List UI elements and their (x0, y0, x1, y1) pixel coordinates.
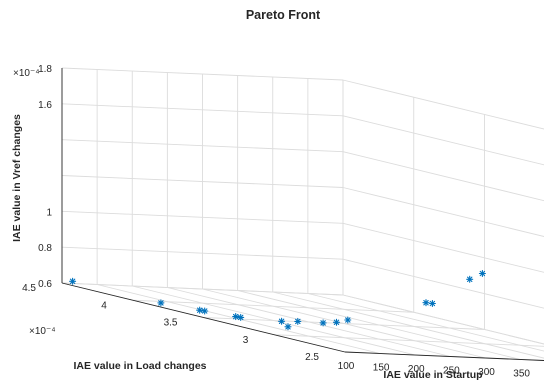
data-point (344, 316, 352, 324)
z-axis-label: IAE value in Vref changes (11, 114, 23, 242)
data-point (428, 299, 436, 308)
side-wall-grid-z (342, 79, 544, 130)
data-point (319, 319, 327, 327)
y-tick-label: 4.5 (22, 283, 36, 294)
data-point (237, 313, 245, 321)
side-wall-grid-z (342, 151, 544, 202)
back-wall-grid-z (61, 175, 344, 188)
side-wall-grid-z (342, 258, 544, 309)
data-point (284, 323, 292, 331)
y-tick-label: 2.5 (305, 352, 319, 363)
side-wall-grid-z (342, 115, 544, 166)
data-point (196, 306, 204, 314)
data-point (232, 313, 240, 321)
floor-grid-y (132, 299, 414, 313)
y-tick-label: 4 (101, 300, 107, 311)
x-axis-line (344, 351, 544, 361)
z-tick-label: 1 (46, 207, 52, 218)
floor-grid-y (203, 317, 485, 330)
x-tick-label: 250 (443, 366, 460, 377)
z-axis-exponent: ×10⁻⁴ (13, 68, 40, 79)
grid-lines (61, 67, 544, 361)
x-tick-label: 300 (478, 367, 495, 378)
data-point (157, 299, 165, 307)
side-wall-grid-z (342, 187, 544, 237)
z-tick-label: 1.6 (38, 100, 52, 111)
data-point (466, 275, 474, 283)
y-axis-line (61, 282, 346, 353)
back-wall-grid-z (61, 103, 344, 117)
x-tick-label: 100 (338, 361, 355, 372)
back-wall-grid-z (61, 246, 344, 260)
back-wall-grid-z (61, 139, 344, 153)
data-point (422, 299, 430, 307)
data-point (294, 317, 302, 325)
data-point (201, 307, 209, 315)
x-tick-label: 200 (408, 364, 425, 375)
floor-grid-y (274, 334, 544, 347)
tick-labels: 10015020025030035040045050052.533.544.50… (22, 64, 530, 380)
x-axis-label: IAE value in Startup (383, 369, 482, 381)
back-wall-grid-z (61, 210, 344, 224)
y-tick-label: 3 (243, 335, 249, 346)
y-axis-exponent: ×10⁻⁴ (29, 326, 56, 337)
x-tick-label: 350 (513, 369, 530, 380)
z-tick-label: 0.6 (38, 279, 52, 290)
data-points (69, 269, 486, 331)
side-wall-grid-z (342, 222, 544, 273)
side-wall-grid-z (342, 294, 544, 345)
back-wall-grid-z (61, 282, 344, 296)
data-point (69, 277, 77, 285)
data-point (478, 269, 486, 278)
back-wall-grid-z (61, 67, 344, 81)
chart-title: Pareto Front (246, 8, 321, 22)
z-tick-label: 1.8 (38, 64, 52, 75)
data-point (278, 317, 286, 325)
y-tick-label: 3.5 (164, 318, 178, 329)
x-tick-label: 150 (373, 363, 390, 374)
data-point (332, 318, 341, 326)
y-axis-label: IAE value in Load changes (73, 360, 206, 372)
z-tick-label: 0.8 (38, 243, 52, 254)
axis-frame (61, 68, 544, 361)
